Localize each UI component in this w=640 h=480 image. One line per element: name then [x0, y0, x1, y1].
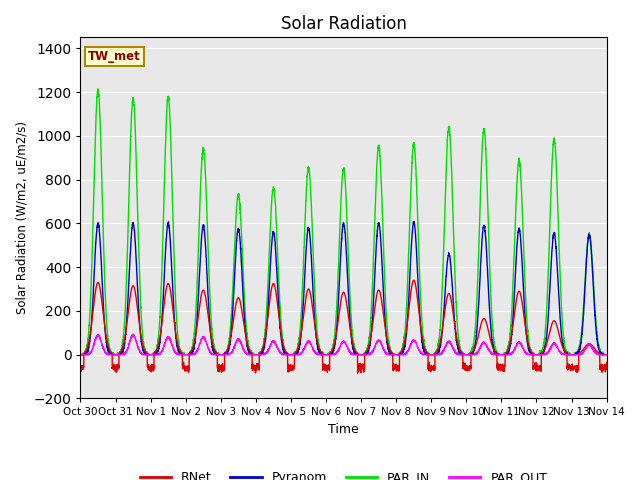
- Pyranom: [172, 326, 179, 332]
- Pyranom: [77, 352, 84, 358]
- RNet: [433, 349, 440, 355]
- RNet: [492, 349, 499, 355]
- PAR_IN: [461, 352, 469, 358]
- Line: PAR_OUT: PAR_OUT: [81, 334, 607, 355]
- PAR_OUT: [492, 352, 499, 358]
- PAR_IN: [433, 348, 440, 354]
- PAR_OUT: [602, 352, 610, 358]
- Pyranom: [492, 350, 499, 356]
- Line: Pyranom: Pyranom: [81, 222, 607, 355]
- Legend: RNet, Pyranom, PAR_IN, PAR_OUT: RNet, Pyranom, PAR_IN, PAR_OUT: [135, 466, 552, 480]
- PAR_IN: [172, 284, 179, 289]
- RNet: [461, 365, 469, 371]
- RNet: [171, 324, 179, 330]
- PAR_IN: [492, 346, 499, 351]
- PAR_OUT: [603, 352, 611, 358]
- Pyranom: [603, 352, 611, 358]
- PAR_OUT: [94, 331, 102, 337]
- PAR_OUT: [433, 352, 440, 358]
- Pyranom: [164, 219, 172, 225]
- RNet: [77, 364, 84, 370]
- Pyranom: [433, 350, 440, 356]
- PAR_OUT: [172, 350, 179, 356]
- Line: RNet: RNet: [81, 280, 607, 373]
- Line: PAR_IN: PAR_IN: [81, 89, 607, 355]
- RNet: [324, 366, 332, 372]
- PAR_OUT: [324, 352, 332, 358]
- PAR_IN: [602, 352, 610, 358]
- RNet: [603, 360, 611, 365]
- Pyranom: [324, 352, 332, 358]
- Title: Solar Radiation: Solar Radiation: [280, 15, 406, 33]
- X-axis label: Time: Time: [328, 423, 359, 436]
- RNet: [354, 370, 362, 376]
- PAR_IN: [603, 352, 611, 358]
- RNet: [602, 365, 610, 371]
- Pyranom: [602, 352, 610, 358]
- RNet: [410, 277, 418, 283]
- PAR_OUT: [77, 352, 84, 358]
- Text: TW_met: TW_met: [88, 50, 141, 63]
- PAR_IN: [94, 86, 102, 92]
- PAR_IN: [324, 352, 332, 358]
- Y-axis label: Solar Radiation (W/m2, uE/m2/s): Solar Radiation (W/m2, uE/m2/s): [15, 121, 28, 314]
- Pyranom: [461, 352, 469, 358]
- PAR_IN: [77, 352, 84, 358]
- PAR_OUT: [461, 352, 469, 358]
